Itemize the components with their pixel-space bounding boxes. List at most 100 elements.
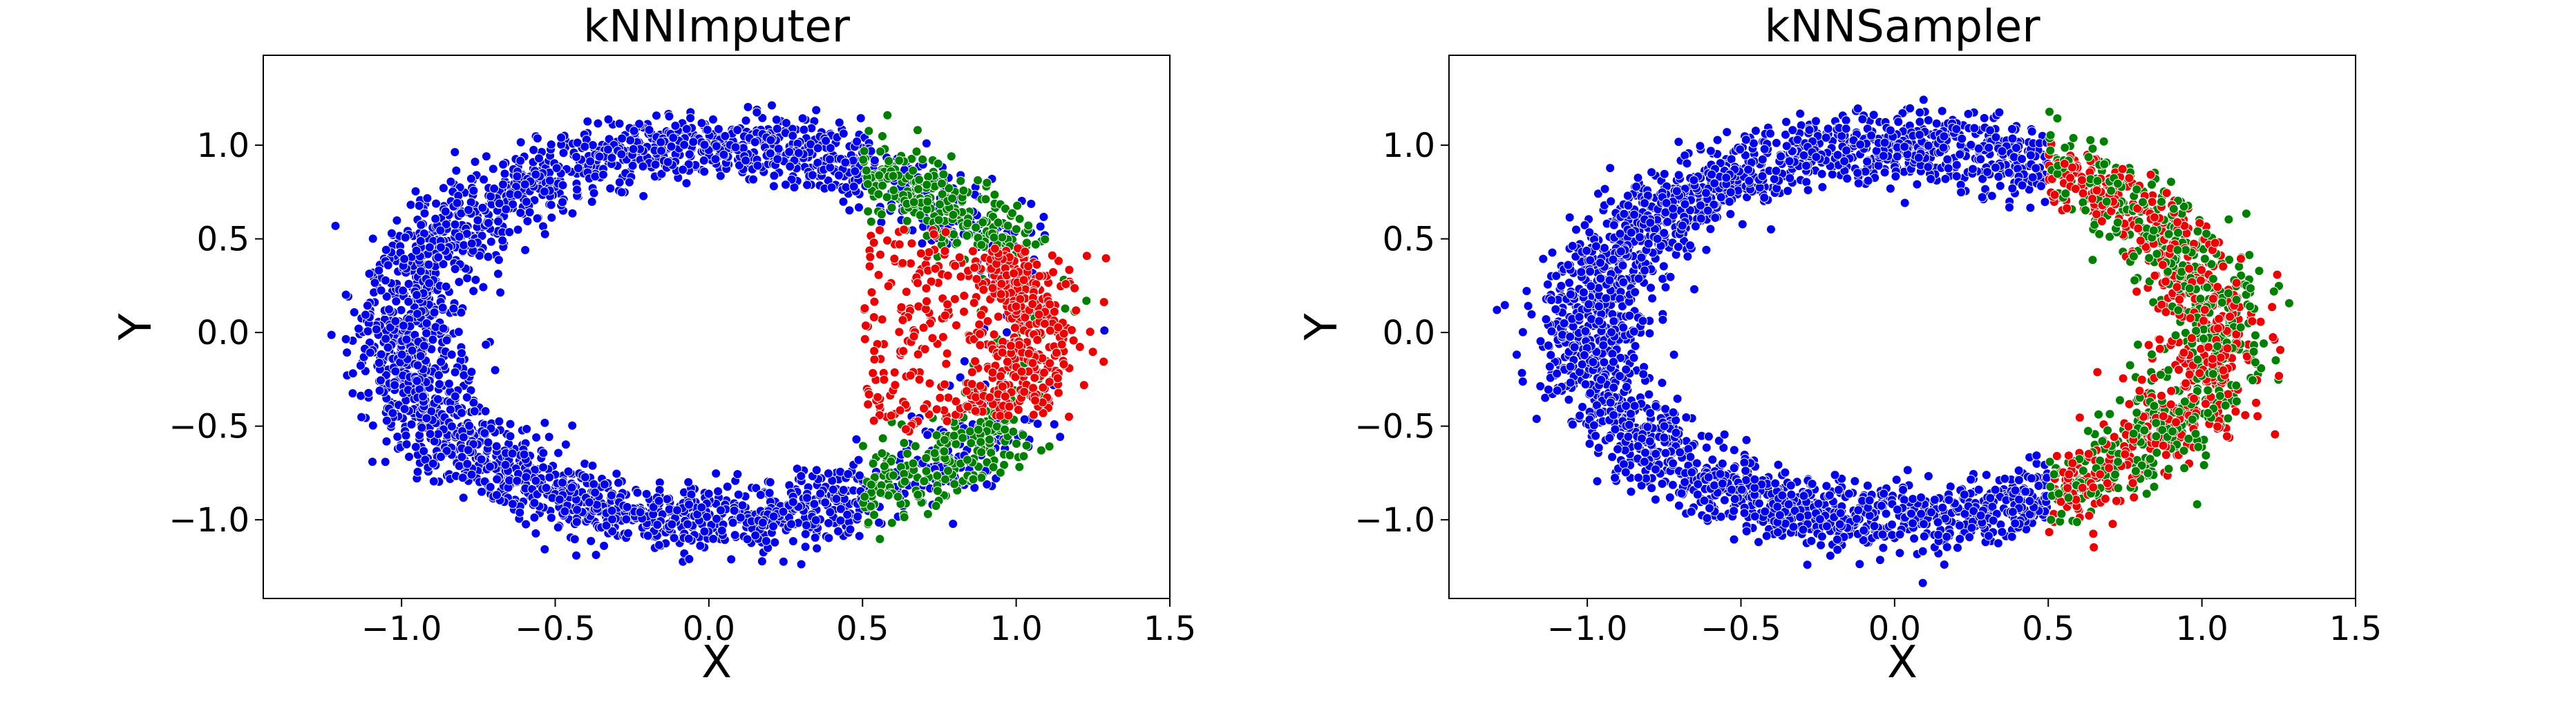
scatter-point xyxy=(1729,534,1739,545)
scatter-point xyxy=(716,505,726,516)
scatter-point xyxy=(1020,312,1030,323)
scatter-point xyxy=(361,310,370,320)
scatter-point xyxy=(997,348,1007,358)
scatter-point xyxy=(580,472,590,482)
scatter-point xyxy=(1032,259,1042,270)
scatter-point xyxy=(1863,176,1873,186)
scatter-point xyxy=(599,540,609,551)
scatter-point xyxy=(971,392,981,402)
scatter-point xyxy=(730,530,740,540)
scatter-point xyxy=(916,248,926,258)
scatter-point xyxy=(978,217,988,227)
scatter-point xyxy=(1512,350,1522,360)
scatter-point xyxy=(410,442,421,452)
scatter-point xyxy=(529,498,540,508)
scatter-point xyxy=(692,509,703,520)
scatter-point xyxy=(1021,440,1032,451)
scatter-point xyxy=(435,225,446,236)
scatter-point xyxy=(522,424,532,434)
scatter-point xyxy=(1040,234,1050,245)
scatter-point xyxy=(699,527,710,536)
scatter-point xyxy=(811,515,821,525)
scatter-point xyxy=(1592,476,1602,487)
scatter-point xyxy=(987,283,998,293)
scatter-point xyxy=(913,349,923,359)
scatter-point xyxy=(515,208,526,218)
scatter-point xyxy=(920,344,930,355)
scatter-point xyxy=(441,219,451,229)
scatter-point xyxy=(362,301,372,311)
scatter-point xyxy=(614,177,625,187)
scatter-point xyxy=(477,487,487,497)
scatter-point xyxy=(466,367,477,377)
scatter-point xyxy=(743,102,753,112)
scatter-point xyxy=(931,404,942,415)
scatter-point xyxy=(908,458,918,469)
scatter-point xyxy=(869,355,880,365)
scatter-point xyxy=(520,179,530,189)
scatter-point xyxy=(446,422,457,431)
scatter-point xyxy=(722,482,732,492)
scatter-point xyxy=(1011,301,1021,312)
scatter-point xyxy=(601,520,612,531)
scatter-point xyxy=(1750,126,1761,136)
scatter-point xyxy=(915,210,925,220)
scatter-point xyxy=(547,212,557,223)
scatter-point xyxy=(1027,299,1038,309)
scatter-point xyxy=(681,124,692,134)
scatter-point xyxy=(703,489,714,499)
scatter-point xyxy=(607,506,617,516)
scatter-point xyxy=(567,420,578,431)
scatter-point xyxy=(1030,239,1041,249)
scatter-point xyxy=(381,436,392,446)
scatter-point xyxy=(943,270,953,281)
scatter-point xyxy=(553,522,563,533)
scatter-point xyxy=(572,185,582,195)
scatter-point xyxy=(380,275,390,285)
scatter-point xyxy=(985,393,995,403)
scatter-point xyxy=(1014,462,1025,472)
scatter-point xyxy=(879,461,889,471)
scatter-point xyxy=(982,457,992,467)
scatter-point xyxy=(546,200,556,210)
scatter-point xyxy=(532,214,542,223)
scatter-point xyxy=(868,368,878,378)
scatter-point xyxy=(1059,328,1069,339)
scatter-point xyxy=(1773,460,1783,470)
scatter-point xyxy=(993,312,1003,322)
scatter-point xyxy=(1074,342,1085,352)
scatter-point xyxy=(925,318,936,328)
scatter-point xyxy=(1832,545,1843,555)
scatter-point xyxy=(813,143,823,153)
scatter-point xyxy=(771,115,782,125)
scatter-point xyxy=(1048,267,1059,277)
scatter-point xyxy=(1039,368,1049,378)
scatter-point xyxy=(906,258,916,269)
scatter-point xyxy=(810,533,820,542)
scatter-point xyxy=(937,189,947,199)
scatter-point xyxy=(899,225,909,235)
scatter-point xyxy=(1626,487,1636,497)
scatter-point xyxy=(1019,414,1030,424)
scatter-point xyxy=(864,389,874,399)
scatter-point xyxy=(1535,336,1546,346)
scatter-point xyxy=(2025,202,2036,213)
scatter-point xyxy=(940,310,950,321)
chart-title: kNNSampler xyxy=(1764,1,2040,53)
scatter-point xyxy=(947,193,957,204)
scatter-point xyxy=(968,474,978,484)
scatter-point xyxy=(401,439,412,449)
scatter-point xyxy=(488,164,498,174)
scatter-point xyxy=(1722,127,1732,138)
scatter-point xyxy=(1070,283,1080,293)
scatter-point xyxy=(644,125,654,135)
scatter-point xyxy=(1701,442,1712,453)
scatter-point xyxy=(534,153,544,164)
scatter-point xyxy=(893,491,903,502)
scatter-point xyxy=(1957,133,1967,144)
scatter-point xyxy=(878,180,888,191)
scatter-point xyxy=(869,238,879,248)
scatter-point xyxy=(768,181,779,191)
scatter-point xyxy=(938,332,948,342)
scatter-point xyxy=(1019,451,1029,462)
